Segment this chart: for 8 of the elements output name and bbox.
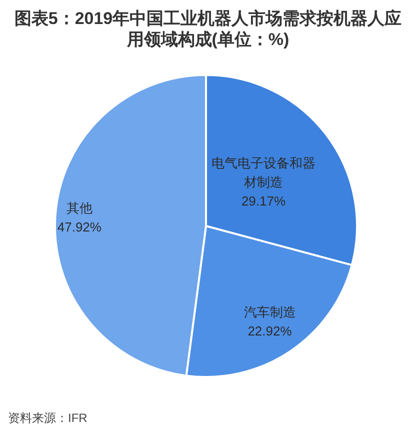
data-label: 22.92% xyxy=(248,323,292,338)
data-label: 29.17% xyxy=(241,193,286,208)
slice-label: 电气电子设备和器材制造 xyxy=(212,155,316,190)
slice-label: 其他 xyxy=(66,200,92,216)
data-label: 47.92% xyxy=(57,220,102,235)
slice-label: 汽车制造 xyxy=(244,304,296,320)
text: 资料来源：IFR xyxy=(8,410,88,427)
chart-title: 图表5：2019年中国工业机器人市场需求按机器人应用领域构成(单位：%) xyxy=(14,8,402,50)
